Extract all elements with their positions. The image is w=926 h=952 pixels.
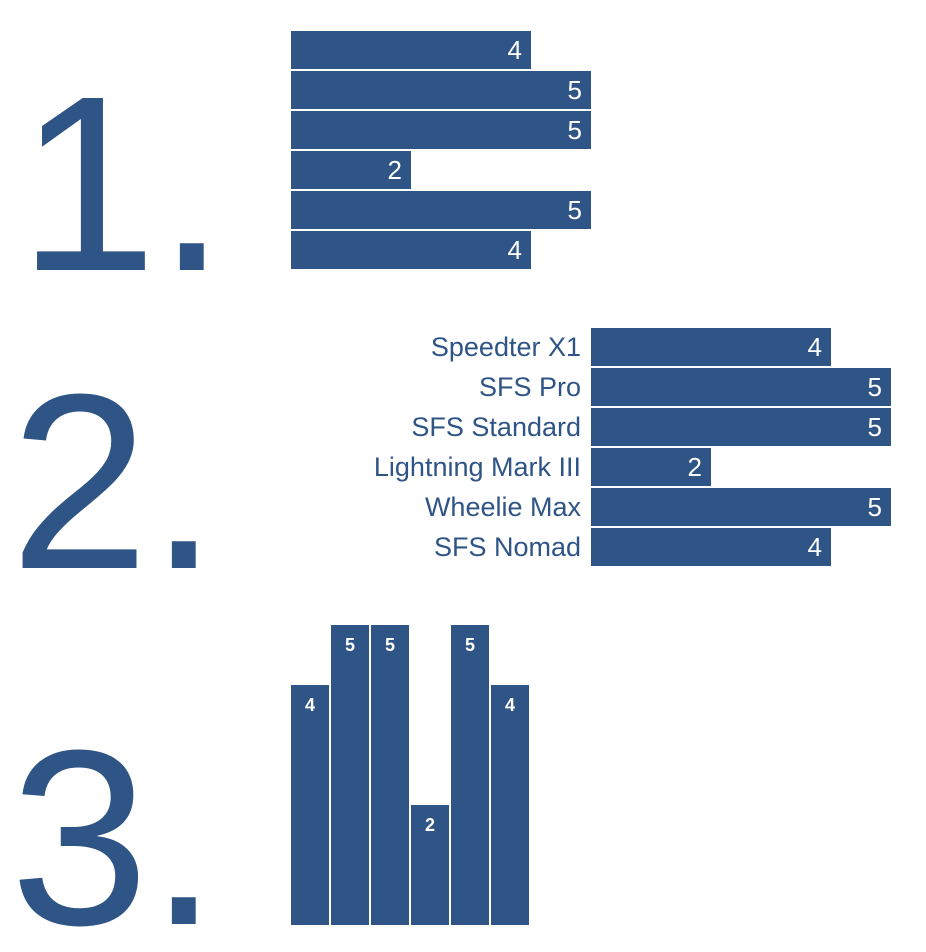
category-label: Wheelie Max — [425, 492, 582, 522]
bar-value-label: 5 — [345, 635, 355, 655]
bar — [291, 151, 411, 189]
category-label: SFS Standard — [411, 412, 581, 442]
bar-value-label: 4 — [808, 332, 822, 362]
bar-value-label: 5 — [868, 412, 882, 442]
category-label: Lightning Mark III — [374, 452, 581, 482]
bar-value-label: 2 — [388, 155, 402, 185]
bar — [291, 111, 591, 149]
bar-value-label: 5 — [868, 372, 882, 402]
panel-1-chart: 4 5 5 2 5 4 — [291, 31, 591, 269]
bar-value-label: 4 — [505, 695, 515, 715]
bar — [371, 625, 409, 925]
bar-value-label: 5 — [568, 115, 582, 145]
bar — [291, 685, 329, 925]
panel-1-numeral: 1. — [18, 44, 227, 323]
category-label: SFS Pro — [479, 372, 581, 402]
bar — [491, 685, 529, 925]
bar-value-label: 2 — [688, 452, 702, 482]
bar — [591, 328, 831, 366]
bar — [411, 805, 449, 925]
bar-value-label: 5 — [385, 635, 395, 655]
bar — [591, 488, 891, 526]
bar — [291, 231, 531, 269]
bar-value-label: 5 — [465, 635, 475, 655]
bar-value-label: 4 — [508, 35, 522, 65]
bar — [591, 448, 711, 486]
bar-value-label: 5 — [568, 75, 582, 105]
bar-value-label: 4 — [808, 532, 822, 562]
panel-3-chart: 4 5 5 2 5 4 — [291, 625, 529, 925]
bar — [291, 31, 531, 69]
bar-value-label: 4 — [305, 695, 315, 715]
bar — [291, 71, 591, 109]
bar-value-label: 5 — [568, 195, 582, 225]
panel-2-chart: 4 Speedter X1 5 SFS Pro 5 SFS Standard 2 Lightn… — [374, 328, 891, 566]
bar — [331, 625, 369, 925]
bar — [591, 408, 891, 446]
category-label: Speedter X1 — [431, 332, 581, 362]
panel-2-numeral: 2. — [10, 342, 219, 621]
bar — [451, 625, 489, 925]
panel-3-numeral: 3. — [10, 698, 219, 952]
bar-value-label: 4 — [508, 235, 522, 265]
category-label: SFS Nomad — [434, 532, 581, 562]
bar-value-label: 2 — [425, 815, 435, 835]
bar — [591, 368, 891, 406]
bar — [291, 191, 591, 229]
bar-value-label: 5 — [868, 492, 882, 522]
bar — [591, 528, 831, 566]
